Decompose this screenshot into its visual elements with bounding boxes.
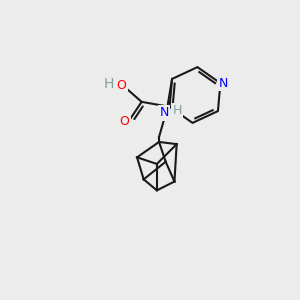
Text: O: O xyxy=(117,79,127,92)
Text: H: H xyxy=(103,77,114,91)
Text: H: H xyxy=(172,104,182,117)
Text: N: N xyxy=(219,77,228,90)
Text: N: N xyxy=(159,106,169,119)
Text: O: O xyxy=(120,115,130,128)
